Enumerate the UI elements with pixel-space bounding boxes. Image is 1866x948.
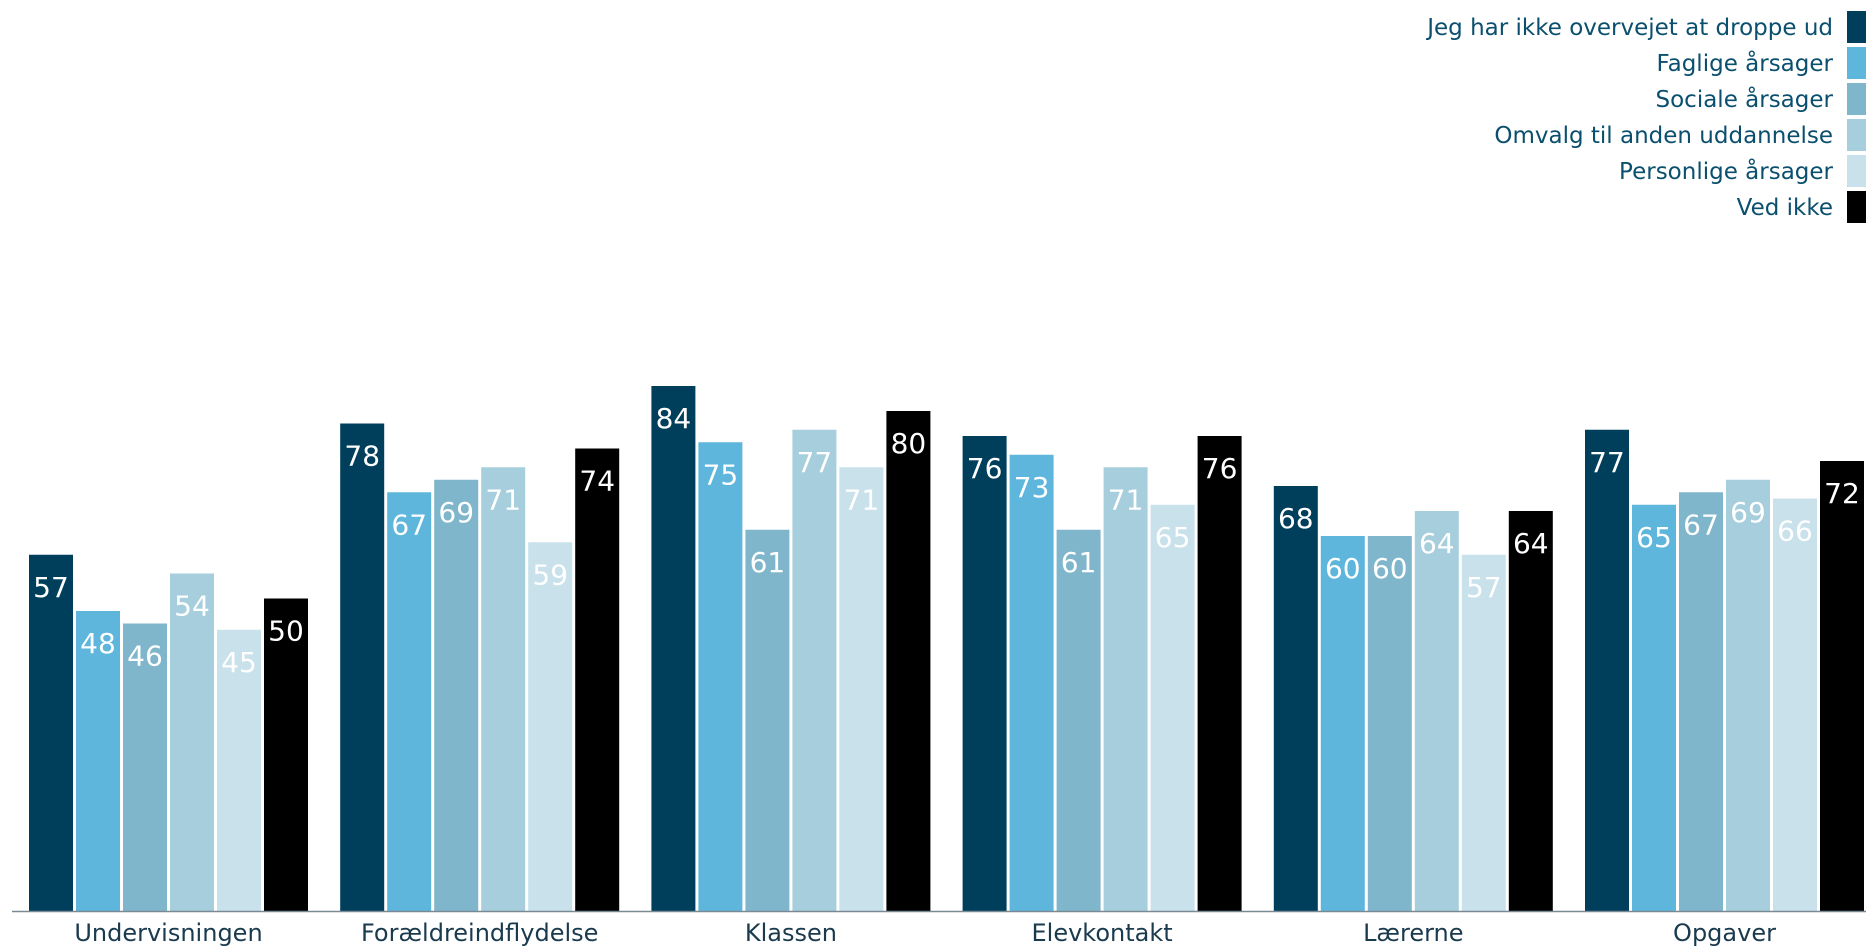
legend-label: Ved ikke [1737,195,1833,221]
bar [963,436,1007,911]
bar [575,449,619,912]
bar [886,411,930,911]
bar-value-label: 67 [1683,508,1719,541]
bar-value-label: 76 [1202,452,1238,485]
category-label: Lærerne [1363,919,1463,947]
bar-value-label: 64 [1419,527,1455,560]
bar-value-label: 80 [891,427,927,460]
category-label: Forældreindflydelse [361,919,598,947]
legend: Jeg har ikke overvejet at droppe ud Fagli… [1425,11,1866,223]
legend-swatch [1847,119,1866,151]
bar-value-label: 48 [80,627,116,660]
legend-label: Omvalg til anden uddannelse [1494,123,1833,149]
bar [1151,505,1195,911]
bar-value-label: 65 [1636,521,1672,554]
bar-value-label: 73 [1014,471,1050,504]
category-label: Elevkontakt [1032,919,1173,947]
category-label: Undervisningen [74,919,262,947]
bar-value-label: 57 [1466,571,1502,604]
bar-value-label: 66 [1777,515,1813,548]
bar-value-label: 61 [1061,546,1097,579]
bar [745,530,789,911]
bar-value-label: 65 [1155,521,1191,554]
bar-value-label: 61 [750,546,786,579]
bar-value-label: 77 [797,446,833,479]
bar [1415,511,1459,911]
bar-value-label: 78 [344,440,380,473]
bar [1057,530,1101,911]
bar-value-label: 60 [1372,552,1408,585]
bar-value-label: 46 [127,640,163,673]
bar [1104,467,1148,911]
legend-label: Personlige årsager [1619,157,1834,185]
legend-label: Jeg har ikke overvejet at droppe ud [1425,15,1833,41]
bar-value-label: 75 [703,458,739,491]
bar [481,467,525,911]
legend-label: Sociale årsager [1656,85,1834,113]
bar-value-label: 59 [532,558,568,591]
bar-value-label: 45 [221,646,257,679]
bar [1462,555,1506,911]
bar [839,467,883,911]
legend-swatch [1847,83,1866,115]
legend-label: Faglige årsager [1657,49,1834,77]
legend-swatch [1847,11,1866,43]
legend-swatch [1847,155,1866,187]
legend-swatch [1847,191,1866,223]
bar [1632,505,1676,911]
category-label: Klassen [745,919,837,947]
bar [1198,436,1242,911]
category-label: Opgaver [1673,919,1776,947]
bar [170,574,214,912]
bar [387,492,431,911]
bar-value-label: 71 [844,483,880,516]
bar-value-label: 68 [1278,502,1314,535]
bar [1509,511,1553,911]
bar [528,542,572,911]
bar [29,555,73,911]
bar-value-label: 71 [485,483,521,516]
bar-value-label: 71 [1108,483,1144,516]
bar-value-label: 57 [33,571,69,604]
bar-value-label: 67 [391,508,427,541]
category-labels: Undervisningen Forældreindflydelse Klassen… [74,919,1776,947]
bar [1820,461,1864,911]
bar [1679,492,1723,911]
bar [1321,536,1365,911]
bar-value-label: 50 [268,615,304,648]
bars: 57 48 46 54 45 50 78 67 69 71 59 74 84 75 61 77 71 80 76 73… [29,386,1864,911]
bar [698,442,742,911]
bar-value-label: 60 [1325,552,1361,585]
bar-value-label: 77 [1589,446,1625,479]
bar [1726,480,1770,911]
bar [1010,455,1054,911]
bar [651,386,695,911]
bar [434,480,478,911]
bar-value-label: 84 [656,402,692,435]
bar-value-label: 72 [1824,477,1860,510]
bar-value-label: 76 [967,452,1003,485]
bar-value-label: 69 [438,496,474,529]
legend-swatch [1847,47,1866,79]
bar [1368,536,1412,911]
bar-value-label: 54 [174,590,210,623]
bar-value-label: 64 [1513,527,1549,560]
bar [1274,486,1318,911]
bar-value-label: 74 [579,465,615,498]
bar-value-label: 69 [1730,496,1766,529]
bar [340,424,384,912]
bar [792,430,836,911]
bar [1773,499,1817,912]
bar [1585,430,1629,911]
